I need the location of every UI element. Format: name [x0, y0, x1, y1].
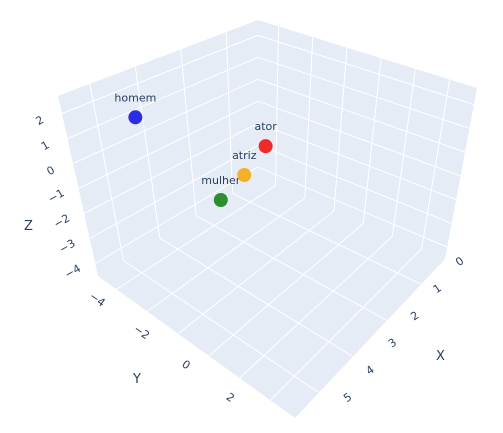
right-wall-gridline-z — [257, 100, 461, 177]
data-point-marker[interactable] — [258, 139, 273, 154]
y-tick-label: −2 — [131, 322, 152, 342]
x-tick-label: 1 — [431, 281, 444, 296]
right-wall-gridline-x — [333, 47, 348, 211]
x-tick-label: 5 — [341, 390, 354, 405]
floor-gridline-y — [232, 193, 422, 285]
floor-gridline-x — [208, 223, 364, 357]
right-wall-gridline-x — [275, 26, 280, 186]
data-point-marker[interactable] — [213, 193, 228, 207]
left-wall-gridline-z — [72, 78, 259, 164]
x-tick-label: 0 — [453, 254, 466, 269]
right-wall-gridline-x — [362, 58, 382, 224]
data-point-homem[interactable]: homem — [114, 91, 156, 125]
floor-gridline-x — [270, 248, 422, 401]
left-wall-gridline-z — [94, 166, 259, 264]
floor-gridline-y — [159, 237, 354, 357]
floor-gridline-x — [239, 235, 393, 379]
y-tick-label: −4 — [87, 290, 108, 310]
right-wall-gridline-z — [257, 144, 452, 224]
floor-plane — [98, 178, 445, 418]
left-wall-gridline-z — [78, 100, 259, 189]
floor-gridline-y — [123, 259, 320, 394]
z-tick-label: −4 — [62, 262, 83, 281]
left-wall-gridline-z — [89, 144, 259, 239]
floor-gridline-x — [177, 210, 335, 335]
x-axis-title: X — [436, 349, 445, 364]
floor-gridline-x — [146, 197, 306, 312]
right-wall-gridline-x — [304, 36, 314, 199]
z-tick-label: 1 — [39, 138, 52, 153]
right-wall-gridline-z — [257, 122, 457, 201]
y-axis-title: Y — [132, 372, 141, 387]
right-wall-gridline-z — [257, 78, 466, 153]
y-tick-label: 2 — [224, 390, 237, 405]
z-axis-title: Z — [24, 219, 33, 234]
left-wall-gridline-y — [134, 66, 161, 239]
data-point-atriz[interactable]: atriz — [232, 149, 257, 183]
left-wall-gridline-y — [89, 83, 124, 261]
back-left-wall — [58, 20, 258, 276]
data-point-label: homem — [114, 91, 156, 104]
z-tick-label: 2 — [33, 113, 46, 128]
x-tick-label: 3 — [386, 336, 399, 351]
data-point-label: ator — [254, 120, 277, 133]
right-wall-gridline-z — [257, 56, 470, 129]
left-wall-gridline-y — [180, 49, 197, 216]
left-wall-gridline-z — [67, 56, 259, 139]
data-point-marker[interactable] — [237, 168, 252, 183]
y-tick-label: 0 — [179, 358, 192, 373]
data-point-ator[interactable]: ator — [254, 120, 277, 154]
left-wall-gridline-z — [83, 122, 259, 214]
x-tick-label: 4 — [364, 363, 377, 378]
z-tick-label: −3 — [57, 237, 78, 256]
data-point-marker[interactable] — [128, 110, 143, 125]
back-right-wall — [258, 20, 477, 259]
right-wall-gridline-z — [257, 166, 448, 248]
z-tick-label: −2 — [51, 212, 72, 231]
data-point-label: mulher — [201, 174, 240, 187]
x-tick-label: 2 — [408, 309, 421, 324]
right-wall-gridline-x — [391, 68, 416, 237]
z-tick-label: 0 — [44, 164, 57, 179]
data-point-label: atriz — [232, 149, 257, 162]
floor-gridline-y — [195, 215, 388, 321]
floor-gridline-x — [116, 185, 276, 290]
right-wall-gridline-x — [421, 79, 451, 249]
right-wall-gridline-z — [257, 34, 475, 106]
data-point-mulher[interactable]: mulher — [201, 174, 241, 207]
left-wall-gridline-y — [225, 32, 234, 194]
left-wall-gridline-z — [61, 34, 259, 114]
z-tick-label: −1 — [46, 186, 67, 205]
